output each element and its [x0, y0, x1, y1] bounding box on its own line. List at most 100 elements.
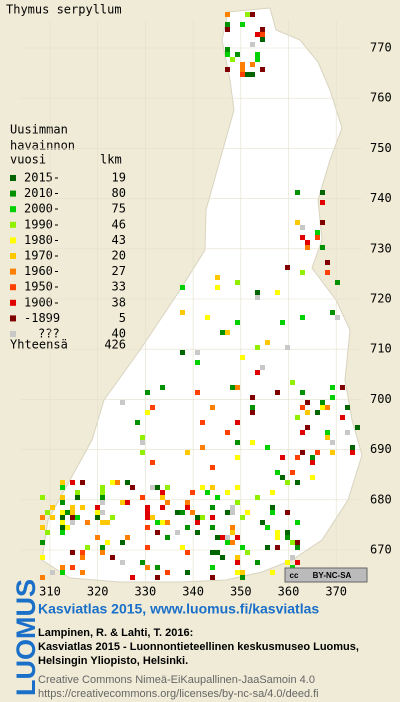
- observation-square: [40, 515, 45, 520]
- observation-square: [145, 410, 150, 415]
- observation-square: [225, 535, 230, 540]
- x-coordinate: 330: [135, 585, 157, 599]
- legend-count: 80: [112, 186, 126, 200]
- observation-square: [305, 410, 310, 415]
- legend-count: 38: [112, 295, 126, 309]
- observation-square: [295, 560, 300, 565]
- observation-square: [265, 340, 270, 345]
- observation-square: [45, 510, 50, 515]
- observation-square: [100, 500, 105, 505]
- observation-square: [305, 245, 310, 250]
- observation-square: [145, 505, 150, 510]
- observation-square: [300, 450, 305, 455]
- legend-count: 75: [112, 202, 126, 216]
- observation-square: [95, 505, 100, 510]
- legend-label: 1970-: [24, 249, 60, 263]
- observation-square: [165, 520, 170, 525]
- observation-square: [340, 385, 345, 390]
- observation-square: [295, 520, 300, 525]
- observation-square: [345, 405, 350, 410]
- observation-square: [325, 260, 330, 265]
- observation-square: [280, 475, 285, 480]
- x-coordinate: 370: [325, 585, 347, 599]
- observation-square: [65, 510, 70, 515]
- observation-square: [295, 545, 300, 550]
- y-coordinate: 670: [370, 543, 392, 557]
- observation-square: [195, 390, 200, 395]
- observation-square: [50, 505, 55, 510]
- observation-square: [70, 550, 75, 555]
- observation-square: [210, 525, 215, 530]
- observation-square: [185, 500, 190, 505]
- y-coordinate: 750: [370, 141, 392, 155]
- observation-square: [70, 510, 75, 515]
- observation-square: [295, 540, 300, 545]
- observation-square: [240, 515, 245, 520]
- observation-square: [285, 530, 290, 535]
- observation-square: [295, 190, 300, 195]
- observation-square: [245, 510, 250, 515]
- observation-square: [310, 455, 315, 460]
- observation-square: [245, 550, 250, 555]
- observation-square: [300, 390, 305, 395]
- observation-square: [155, 520, 160, 525]
- observation-square: [160, 520, 165, 525]
- observation-square: [40, 525, 45, 530]
- observation-square: [40, 495, 45, 500]
- observation-square: [100, 550, 105, 555]
- observation-square: [145, 515, 150, 520]
- observation-square: [250, 410, 255, 415]
- legend-heading: lkm: [100, 153, 122, 167]
- observation-square: [320, 190, 325, 195]
- y-coordinate: 740: [370, 191, 392, 205]
- observation-square: [140, 435, 145, 440]
- legend-count: 43: [112, 233, 126, 247]
- observation-square: [165, 535, 170, 540]
- legend-label: -1899: [24, 311, 60, 325]
- citation-line: Lampinen, R. & Lahti, T. 2016:: [38, 627, 193, 639]
- observation-square: [235, 320, 240, 325]
- legend-label: 2010-: [24, 186, 60, 200]
- observation-square: [210, 465, 215, 470]
- observation-square: [335, 280, 340, 285]
- observation-square: [225, 47, 230, 52]
- legend-heading: havainnon: [10, 139, 75, 153]
- observation-square: [95, 510, 100, 515]
- observation-square: [285, 480, 290, 485]
- total-count: 426: [104, 338, 126, 352]
- legend-label: 1950-: [24, 280, 60, 294]
- observation-square: [350, 445, 355, 450]
- observation-square: [145, 525, 150, 530]
- observation-square: [180, 350, 185, 355]
- observation-square: [270, 505, 275, 510]
- x-coordinate: 310: [39, 585, 61, 599]
- observation-square: [250, 62, 255, 67]
- observation-square: [190, 510, 195, 515]
- observation-square: [315, 230, 320, 235]
- legend-swatch: [10, 315, 16, 322]
- x-coordinate: 340: [182, 585, 204, 599]
- observation-square: [225, 27, 230, 32]
- legend-count: 5: [119, 311, 126, 325]
- observation-square: [80, 570, 85, 575]
- license-badge: [284, 567, 368, 583]
- brand: LUOMUS: [11, 579, 41, 696]
- observation-square: [160, 505, 165, 510]
- observation-square: [80, 480, 85, 485]
- observation-square: [135, 420, 140, 425]
- atlas-link: Kasviatlas 2015, www.luomus.fi/kasviatla…: [38, 601, 319, 617]
- title: Thymus serpyllum: [6, 3, 122, 17]
- legend-count: 20: [112, 249, 126, 263]
- observation-square: [195, 515, 200, 520]
- observation-square: [300, 270, 305, 275]
- observation-square: [305, 425, 310, 430]
- observation-square: [140, 560, 145, 565]
- observation-square: [185, 570, 190, 575]
- observation-square: [210, 550, 215, 555]
- license-line: Creative Commons Nimeä-EiKaupallinen-Jaa…: [38, 674, 315, 686]
- observation-square: [295, 455, 300, 460]
- observation-square: [100, 545, 105, 550]
- observation-square: [40, 540, 45, 545]
- observation-square: [235, 535, 240, 540]
- observation-square: [240, 570, 245, 575]
